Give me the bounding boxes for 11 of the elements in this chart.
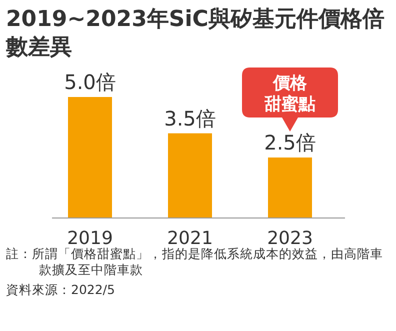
x-tick-label: 2023 bbox=[267, 228, 313, 249]
x-tick-label: 2021 bbox=[167, 228, 213, 249]
data-label: 3.5倍 bbox=[164, 106, 216, 130]
callout: 價格甜蜜點 bbox=[242, 68, 338, 132]
x-tick-label: 2019 bbox=[67, 228, 113, 249]
source-note: 資料來源：2022/5 bbox=[6, 282, 115, 297]
annotation: 價格甜蜜點 bbox=[264, 74, 316, 114]
data-label: 2.5倍 bbox=[264, 130, 316, 154]
text: 註：所謂「價格甜蜜點」，指的是降低系統成本的效益，由高階車款擴及至中階車款 bbox=[6, 246, 383, 277]
chart-title: 2019~2023年SiC與矽基元件價格倍數差異 bbox=[5, 7, 384, 60]
data-label: 5.0倍 bbox=[64, 70, 116, 94]
